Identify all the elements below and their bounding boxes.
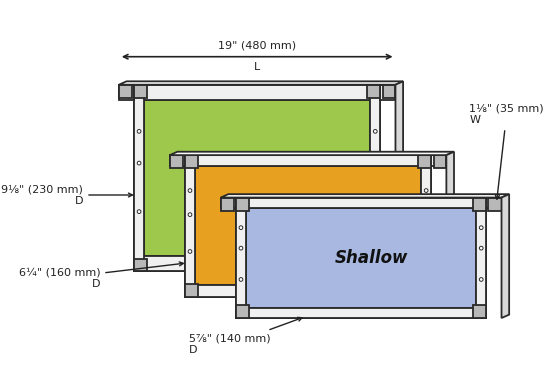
Bar — [134, 85, 144, 271]
Polygon shape — [395, 81, 403, 271]
Bar — [246, 208, 476, 308]
Polygon shape — [119, 81, 403, 85]
Bar — [236, 198, 246, 318]
Polygon shape — [170, 152, 454, 155]
Text: 9⅛" (230 mm)
D: 9⅛" (230 mm) D — [2, 184, 132, 206]
Circle shape — [479, 226, 483, 230]
Bar — [170, 155, 185, 167]
Circle shape — [424, 250, 428, 254]
Bar — [488, 198, 502, 211]
Circle shape — [137, 210, 141, 213]
Circle shape — [239, 246, 243, 250]
Circle shape — [137, 129, 141, 133]
Bar — [185, 284, 198, 297]
Bar — [236, 198, 249, 211]
Bar — [473, 305, 486, 318]
Bar — [236, 305, 249, 318]
Circle shape — [479, 278, 483, 281]
Bar — [220, 198, 236, 208]
Bar — [134, 85, 147, 98]
Text: Medium: Medium — [281, 217, 355, 235]
Bar — [418, 284, 431, 297]
Bar — [418, 155, 431, 168]
Bar — [236, 198, 486, 318]
Bar — [185, 155, 195, 297]
Bar — [236, 198, 486, 208]
Bar — [134, 85, 380, 99]
Bar — [431, 155, 446, 167]
Text: 6¼" (160 mm)
D: 6¼" (160 mm) D — [19, 262, 183, 289]
Bar — [119, 85, 132, 98]
Text: L: L — [254, 62, 260, 72]
Circle shape — [188, 189, 192, 192]
Bar — [236, 308, 486, 318]
Bar — [119, 85, 134, 99]
Bar — [144, 99, 370, 256]
Polygon shape — [446, 152, 454, 297]
Bar — [134, 85, 380, 271]
Bar — [195, 167, 421, 285]
Bar — [380, 85, 395, 99]
Bar — [185, 155, 198, 168]
Bar — [170, 155, 183, 168]
Circle shape — [424, 189, 428, 192]
Circle shape — [188, 250, 192, 254]
Text: 1⅛" (35 mm)
W: 1⅛" (35 mm) W — [469, 104, 544, 199]
Bar — [185, 155, 431, 297]
Bar — [383, 85, 395, 98]
Bar — [368, 259, 380, 271]
Circle shape — [137, 161, 141, 165]
Circle shape — [374, 129, 377, 133]
Bar — [185, 155, 431, 167]
Circle shape — [374, 161, 377, 165]
Bar — [134, 259, 147, 271]
Text: Shallow: Shallow — [334, 249, 408, 267]
Bar — [421, 155, 431, 297]
Circle shape — [374, 210, 377, 213]
Text: 5⅞" (140 mm)
D: 5⅞" (140 mm) D — [189, 317, 302, 355]
Polygon shape — [220, 194, 509, 198]
Text: 19" (480 mm): 19" (480 mm) — [218, 41, 296, 51]
Bar — [370, 85, 380, 271]
Polygon shape — [502, 194, 509, 318]
Bar — [434, 155, 446, 168]
Bar — [368, 85, 380, 98]
Text: Deep: Deep — [243, 169, 291, 187]
Bar — [476, 198, 486, 318]
Circle shape — [239, 278, 243, 281]
Circle shape — [479, 246, 483, 250]
Bar — [185, 285, 431, 297]
Bar — [473, 198, 486, 211]
Bar — [134, 256, 380, 271]
Bar — [220, 198, 234, 211]
Circle shape — [239, 226, 243, 230]
Circle shape — [188, 213, 192, 216]
Bar — [486, 198, 502, 208]
Circle shape — [424, 213, 428, 216]
